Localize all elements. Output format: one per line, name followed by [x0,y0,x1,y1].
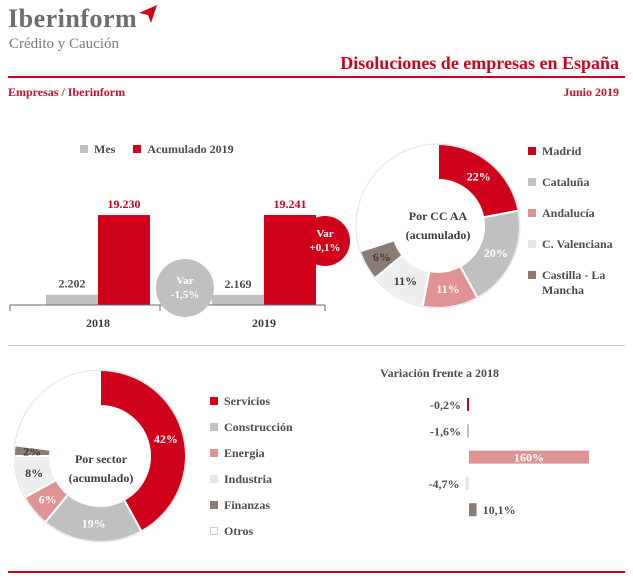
variation-badge-2019: Var +0,1% [300,216,350,266]
donut-outline [14,370,187,543]
donut-slice-label: 22% [467,170,491,184]
source-label: Empresas / Iberinform [8,85,126,99]
bar-mes-2019 [212,294,264,305]
donut-slice-label: 11% [436,282,459,296]
variation-value-label: -0,2% [430,398,461,412]
variation-bar-chart: -0,2% -1,6% 160% -4,7% 10,1% [428,398,589,517]
bar-category-label: 2019 [252,316,276,330]
variation-value-label: -4,7% [428,477,459,491]
donut-slice-label: 8% [25,466,43,480]
bar-legend: Mes Acumulado 2019 [80,140,234,158]
sector-legend-industria: Industria [210,472,293,487]
bar-value-label: 2.202 [59,277,86,291]
region-legend-castilla-la: Castilla - La Mancha [528,268,613,298]
variation-bar-construcci-n [467,424,469,438]
date-label: Junio 2019 [563,85,619,99]
bar-value-label: 2.169 [225,277,252,291]
variation-bar-industria [465,476,469,490]
variation-value-label: 10,1% [483,503,516,517]
bar-value-label: 19.241 [274,197,307,211]
legend-acumulado: Acumulado 2019 [133,142,234,156]
plane-logo-icon [139,5,157,23]
sector-legend-finanzas: Finanzas [210,498,293,513]
variation-value-label: -1,6% [430,424,461,438]
donut-slice-label: 20% [484,246,508,260]
region-legend-andaluc-a: Andalucía [528,206,613,221]
bar-mes-2018 [46,294,98,305]
variation-value-label: 160% [514,451,544,465]
region-donut-center-label: Por CC AA (acumulado) [405,209,471,242]
sector-donut-chart: 42%19%6%8%2% [14,370,187,543]
variation-badge-2018: Var -1,5% [156,259,214,317]
region-legend-madrid: Madrid [528,144,613,159]
bar-chart: 2.202 19.230 2018 2.169 19.241 2019 [9,197,326,330]
region-legend: Madrid Cataluña Andalucía C. Valenciana Cast… [528,144,613,314]
title-rule [8,76,625,78]
variation-bar-energia [469,450,589,464]
section-divider [8,345,625,346]
sector-donut-center-label: Por sector (acumulado) [68,452,134,485]
brand-subtitle: Crédito y Caución [9,36,119,52]
bar-value-label: 19.230 [108,197,141,211]
bar-category-label: 2018 [86,316,110,330]
bar-acumulado-2019-2018 [98,215,150,305]
footer-rule [8,571,625,573]
variation-bar-finanzas [469,503,477,517]
sector-legend-energia: Energia [210,446,293,461]
donut-slice-label: 6% [373,250,391,264]
region-donut-chart: 22%20%11%11%6% [355,142,521,309]
sector-legend: Servicios Construcción Energia Industria Fin… [210,394,293,550]
region-legend-c-valenciana: C. Valenciana [528,237,613,252]
legend-mes: Mes [80,142,115,156]
donut-slice-label: 11% [394,274,417,288]
donut-slice-label: 19% [82,517,106,531]
brand-name: Iberinform [8,4,138,33]
donut-slice-label: 42% [154,432,178,446]
variation-bar-servicios [467,398,469,411]
donut-outline [355,143,521,309]
sector-legend-servicios: Servicios [210,394,293,409]
variation-title: Variación frente a 2018 [380,366,499,380]
page-title: Disoluciones de empresas en España [340,53,619,73]
sector-legend-construcci-n: Construcción [210,420,293,435]
sector-legend-otros: Otros [210,524,293,539]
donut-slice-label: 6% [39,492,57,506]
region-legend-catalu-a: Cataluña [528,175,613,190]
